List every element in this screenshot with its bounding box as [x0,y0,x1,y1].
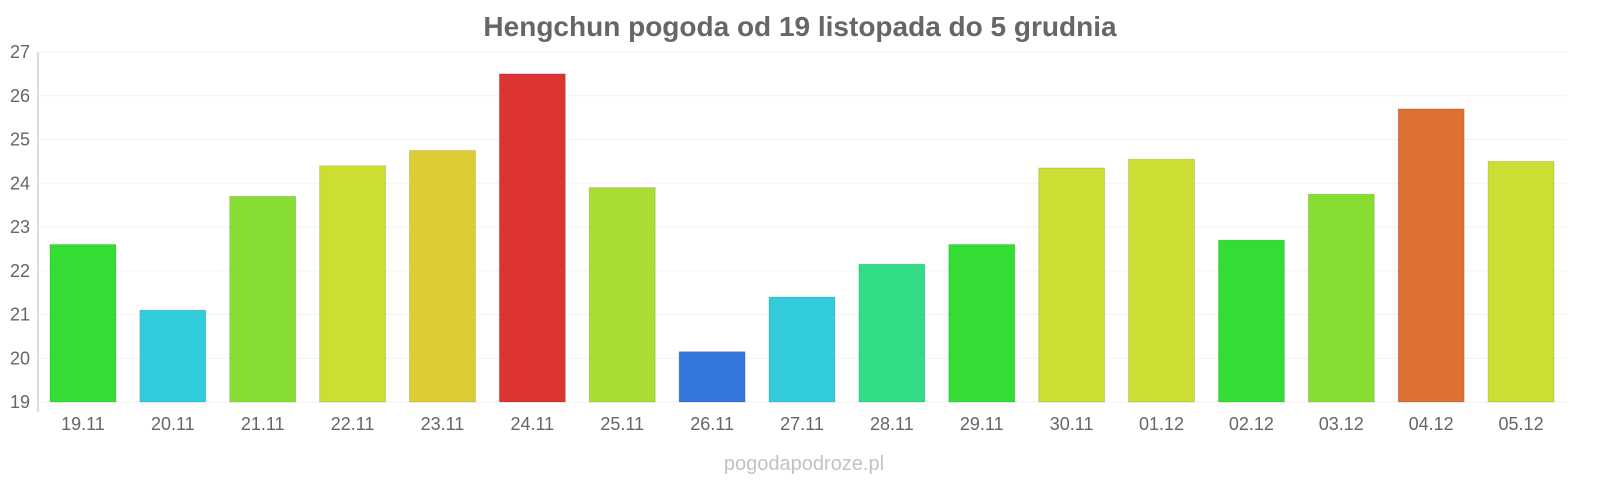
bar-04.12 [1397,108,1465,403]
x-tick-label: 19.11 [61,414,105,434]
x-tick-label: 26.11 [690,414,734,434]
bar-22.11 [319,165,387,403]
bar-03.12 [1307,193,1375,403]
x-tick-label: 24.11 [510,414,554,434]
x-tick-label: 23.11 [421,414,465,434]
credit-text: pogodapodroze.pl [724,453,884,475]
bar-23.11 [408,149,476,403]
bar-28.11 [858,263,926,403]
chart-title: Hengchun pogoda od 19 listopada do 5 gru… [483,11,1117,42]
bar-27.11 [768,296,836,403]
y-tick-label: 23 [10,217,30,237]
y-tick-label: 26 [10,86,30,106]
y-tick-label: 22 [10,261,30,281]
x-tick-label: 25.11 [600,414,644,434]
x-tick-label: 02.12 [1229,414,1274,434]
bar-21.11 [229,195,297,403]
y-axis-ticks: 19 20 21 22 23 24 25 26 27 [10,42,30,412]
bar-24.11 [498,73,566,403]
y-tick-label: 25 [10,130,30,150]
x-tick-label: 01.12 [1139,414,1184,434]
x-tick-label: 27.11 [780,414,824,434]
bar-26.11 [678,351,746,403]
bar-19.11 [49,244,117,403]
y-tick-label: 27 [10,42,30,62]
x-tick-label: 22.11 [331,414,375,434]
y-tick-label: 20 [10,348,30,368]
bar-30.11 [1038,167,1106,403]
x-tick-label: 28.11 [870,414,914,434]
x-tick-label: 30.11 [1050,414,1094,434]
bar-20.11 [139,309,207,403]
y-tick-label: 24 [10,173,30,193]
bar-05.12 [1487,160,1555,403]
bar-02.12 [1217,239,1285,403]
x-tick-label: 04.12 [1409,414,1454,434]
bar-29.11 [948,244,1016,403]
x-tick-label: 05.12 [1499,414,1544,434]
bar-25.11 [588,187,656,403]
y-tick-label: 19 [10,392,30,412]
x-tick-label: 21.11 [241,414,285,434]
x-tick-label: 03.12 [1319,414,1364,434]
x-tick-label: 20.11 [151,414,195,434]
y-tick-label: 21 [10,305,30,325]
bars [49,73,1555,403]
bar-01.12 [1128,158,1196,403]
x-tick-label: 29.11 [960,414,1004,434]
x-axis-ticks: 19.11 20.11 21.11 22.11 23.11 24.11 25.11 26.11… [61,414,1544,434]
